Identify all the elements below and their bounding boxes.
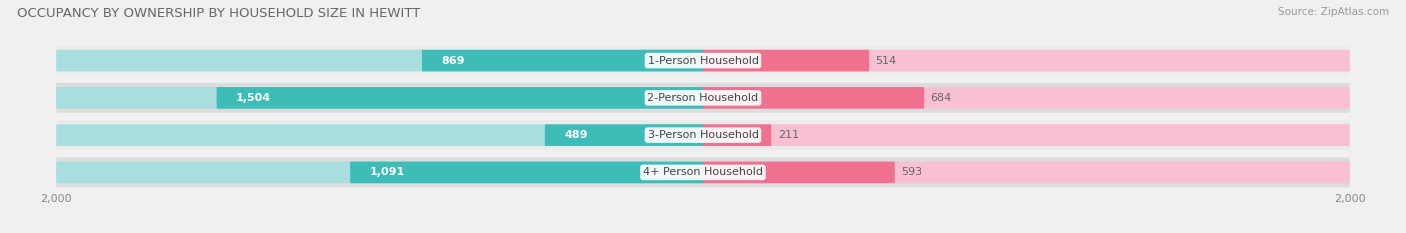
FancyBboxPatch shape [703,87,1350,109]
FancyBboxPatch shape [703,87,924,109]
Text: OCCUPANCY BY OWNERSHIP BY HOUSEHOLD SIZE IN HEWITT: OCCUPANCY BY OWNERSHIP BY HOUSEHOLD SIZE… [17,7,420,20]
Text: 1-Person Household: 1-Person Household [648,56,758,65]
Text: 2-Person Household: 2-Person Household [647,93,759,103]
Text: 869: 869 [441,56,465,65]
FancyBboxPatch shape [422,50,703,71]
FancyBboxPatch shape [217,87,703,109]
FancyBboxPatch shape [703,162,1350,183]
FancyBboxPatch shape [56,50,703,71]
FancyBboxPatch shape [703,50,869,71]
Text: Source: ZipAtlas.com: Source: ZipAtlas.com [1278,7,1389,17]
FancyBboxPatch shape [703,162,894,183]
FancyBboxPatch shape [56,83,1350,113]
FancyBboxPatch shape [56,46,1350,75]
Text: 1,504: 1,504 [236,93,271,103]
Text: 514: 514 [876,56,897,65]
Text: 684: 684 [931,93,952,103]
FancyBboxPatch shape [546,124,703,146]
FancyBboxPatch shape [703,124,1350,146]
FancyBboxPatch shape [56,162,703,183]
FancyBboxPatch shape [56,124,703,146]
FancyBboxPatch shape [703,124,772,146]
Text: 211: 211 [778,130,799,140]
Text: 489: 489 [564,130,588,140]
FancyBboxPatch shape [350,162,703,183]
Text: 593: 593 [901,168,922,177]
FancyBboxPatch shape [703,50,1350,71]
FancyBboxPatch shape [56,87,703,109]
FancyBboxPatch shape [56,120,1350,150]
Text: 3-Person Household: 3-Person Household [648,130,758,140]
Text: 1,091: 1,091 [370,168,405,177]
Text: 4+ Person Household: 4+ Person Household [643,168,763,177]
FancyBboxPatch shape [56,158,1350,187]
